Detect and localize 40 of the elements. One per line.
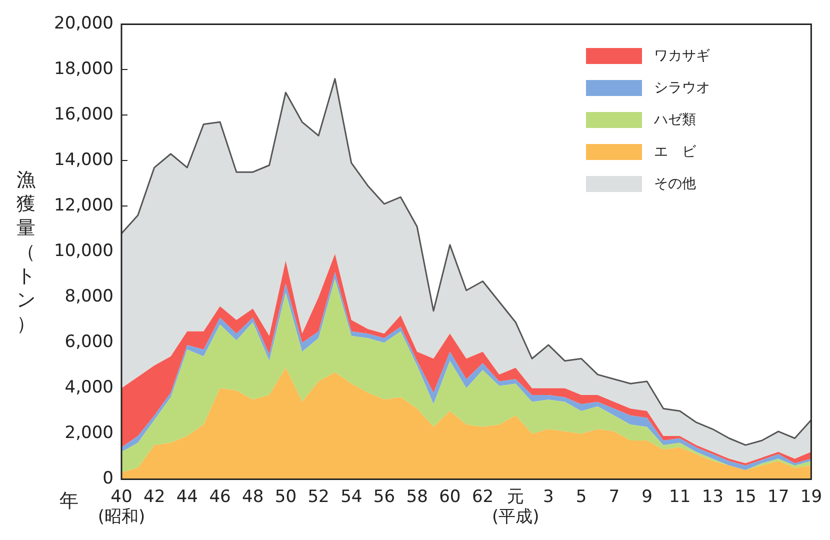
x-tick-label: 40 (昭和) — [98, 486, 146, 528]
x-tick-label: 11 — [668, 486, 691, 507]
y-tick-label: 4,000 — [64, 378, 114, 398]
x-tick-label: 19 — [800, 486, 822, 507]
legend-label: エ ビ — [654, 143, 696, 162]
y-tick-label: 2,000 — [64, 423, 114, 444]
legend-label: その他 — [654, 175, 696, 194]
x-tick-label: 48 — [242, 486, 264, 507]
y-tick-label: 10,000 — [54, 241, 114, 262]
legend-label: シラウオ — [654, 79, 710, 98]
y-tick-label: 18,000 — [54, 59, 114, 80]
y-tick-label: 14,000 — [54, 150, 114, 170]
x-tick-label: 13 — [702, 486, 724, 507]
y-tick-label: 20,000 — [54, 14, 114, 34]
x-tick-label: 7 — [608, 486, 620, 507]
x-axis-title: 年 — [59, 489, 78, 514]
x-tick-label: 3 — [543, 486, 554, 507]
y-tick-label: 12,000 — [54, 196, 114, 216]
x-tick-label: 60 — [439, 486, 461, 507]
y-tick-label: 0 — [102, 468, 114, 489]
y-tick-label: 8,000 — [64, 286, 114, 307]
x-tick-label: 62 — [472, 486, 494, 507]
x-tick-label: 46 — [209, 486, 231, 507]
x-tick-label: 元 (平成) — [492, 486, 540, 528]
y-tick-label: 16,000 — [54, 104, 114, 125]
x-tick-label: 15 — [734, 486, 756, 507]
x-tick-label: 42 — [144, 486, 166, 507]
x-tick-label: 9 — [642, 486, 652, 507]
x-tick-label: 58 — [406, 486, 428, 507]
x-tick-label: 44 — [176, 486, 198, 507]
x-tick-label: 52 — [308, 486, 330, 507]
y-tick-label: 6,000 — [64, 332, 114, 352]
x-tick-label: 50 — [274, 486, 297, 507]
x-tick-label: 5 — [576, 486, 587, 507]
x-tick-label: 17 — [768, 486, 790, 507]
legend-label: ワカサギ — [654, 47, 710, 66]
x-tick-label: 54 — [340, 486, 362, 507]
legend-label: ハゼ類 — [654, 111, 696, 130]
y-axis-title: 漁獲量（トン） — [16, 168, 36, 336]
x-tick-label: 56 — [373, 486, 396, 507]
